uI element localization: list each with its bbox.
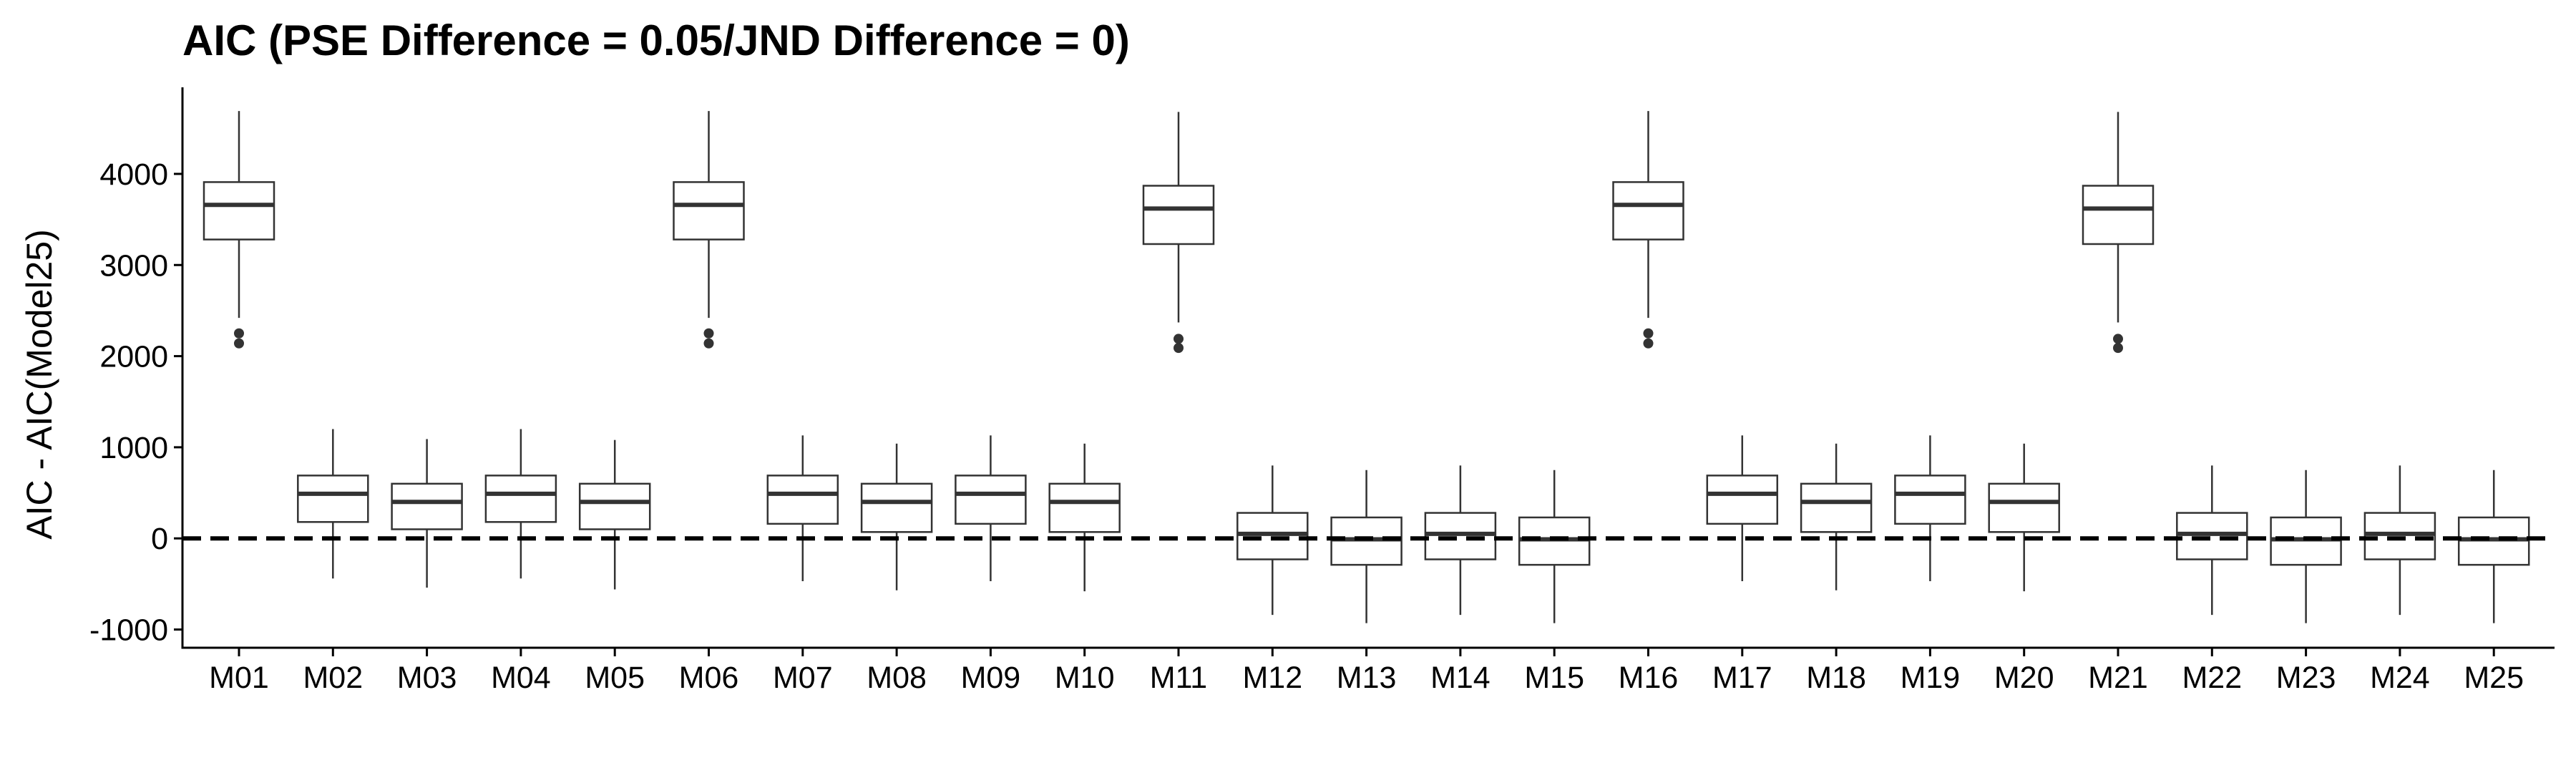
outlier-point xyxy=(2113,343,2123,354)
box-iqr xyxy=(1612,181,1684,240)
box-iqr xyxy=(2363,512,2436,560)
x-tick-label: M25 xyxy=(2464,661,2524,695)
box-m21 xyxy=(2082,112,2155,354)
outlier-point xyxy=(234,328,244,339)
box-iqr xyxy=(1988,482,2060,533)
outlier-point xyxy=(1643,328,1654,339)
y-axis-title: AIC - AIC(Model25) xyxy=(19,229,59,539)
box-iqr xyxy=(2082,185,2155,245)
x-tick-label: M22 xyxy=(2182,661,2242,695)
y-tick-label: 3000 xyxy=(99,248,168,283)
outlier-point xyxy=(2113,334,2123,344)
y-tick-label: 0 xyxy=(151,522,168,556)
box-m07 xyxy=(766,435,839,582)
box-iqr xyxy=(1800,482,1873,533)
x-tick-label: M10 xyxy=(1055,661,1115,695)
x-tick-label: M14 xyxy=(1430,661,1491,695)
x-tick-label: M03 xyxy=(397,661,457,695)
box-m17 xyxy=(1706,435,1779,582)
x-tick-label: M16 xyxy=(1619,661,1679,695)
x-tick-label: M05 xyxy=(585,661,645,695)
box-m01 xyxy=(203,111,275,349)
box-m24 xyxy=(2363,465,2436,616)
box-m22 xyxy=(2176,465,2248,616)
x-tick-label: M15 xyxy=(1524,661,1584,695)
y-tick-label: 1000 xyxy=(99,431,168,465)
x-tick-label: M21 xyxy=(2088,661,2148,695)
box-m11 xyxy=(1142,112,1215,354)
box-m10 xyxy=(1048,443,1121,592)
box-iqr xyxy=(766,475,839,525)
box-iqr xyxy=(1424,512,1497,560)
x-tick-label: M04 xyxy=(491,661,551,695)
x-tick-label: M20 xyxy=(1994,661,2054,695)
box-iqr xyxy=(484,475,557,523)
chart-title: AIC (PSE Difference = 0.05/JND Differenc… xyxy=(182,16,1130,64)
outlier-point xyxy=(1174,334,1184,344)
y-tick-label: -1000 xyxy=(89,613,168,648)
x-tick-label: M02 xyxy=(303,661,363,695)
x-tick-label: M23 xyxy=(2276,661,2336,695)
box-m03 xyxy=(391,439,463,588)
box-m09 xyxy=(955,435,1027,582)
plot-area: -1000 0 1000 2000 3000 4000 M01 M02 M03 M04 M05 M06… xyxy=(89,87,2555,695)
box-iqr xyxy=(578,482,651,530)
box-m19 xyxy=(1894,435,1966,582)
x-tick-label: M09 xyxy=(961,661,1021,695)
x-tick-label: M24 xyxy=(2370,661,2430,695)
box-m14 xyxy=(1424,465,1497,616)
box-m16 xyxy=(1612,111,1684,349)
box-iqr xyxy=(203,181,275,240)
box-m15 xyxy=(1518,470,1591,623)
box-m04 xyxy=(484,429,557,579)
x-tick-label: M12 xyxy=(1242,661,1302,695)
box-iqr xyxy=(1048,482,1121,533)
outlier-point xyxy=(703,328,714,339)
x-tick-label: M01 xyxy=(209,661,269,695)
outlier-point xyxy=(703,338,714,349)
box-iqr xyxy=(1894,475,1966,525)
box-m13 xyxy=(1330,470,1402,623)
box-m18 xyxy=(1800,443,1873,590)
box-iqr xyxy=(1236,512,1309,560)
box-m08 xyxy=(860,443,933,590)
box-m02 xyxy=(297,429,369,579)
box-iqr xyxy=(673,181,745,240)
box-m20 xyxy=(1988,443,2060,592)
y-tick-label: 4000 xyxy=(99,157,168,192)
box-m25 xyxy=(2457,470,2530,623)
box-iqr xyxy=(1706,475,1779,525)
outlier-point xyxy=(1643,338,1654,349)
outlier-point xyxy=(1174,343,1184,354)
x-tick-label: M11 xyxy=(1150,661,1207,695)
x-tick-label: M08 xyxy=(867,661,927,695)
x-tick-label: M07 xyxy=(773,661,833,695)
box-m06 xyxy=(673,111,745,349)
box-m23 xyxy=(2270,470,2342,623)
box-m12 xyxy=(1236,465,1309,616)
x-tick-label: M13 xyxy=(1337,661,1397,695)
box-iqr xyxy=(860,482,933,533)
box-iqr xyxy=(1142,185,1215,245)
box-m05 xyxy=(578,439,651,590)
x-tick-label: M17 xyxy=(1712,661,1772,695)
box-iqr xyxy=(391,482,463,530)
x-tick-label: M19 xyxy=(1901,661,1961,695)
box-iqr xyxy=(2176,512,2248,560)
x-tick-label: M06 xyxy=(679,661,739,695)
x-tick-label: M18 xyxy=(1806,661,1866,695)
box-iqr xyxy=(297,475,369,523)
y-tick-label: 2000 xyxy=(99,340,168,374)
box-iqr xyxy=(955,475,1027,525)
outlier-point xyxy=(234,338,244,349)
